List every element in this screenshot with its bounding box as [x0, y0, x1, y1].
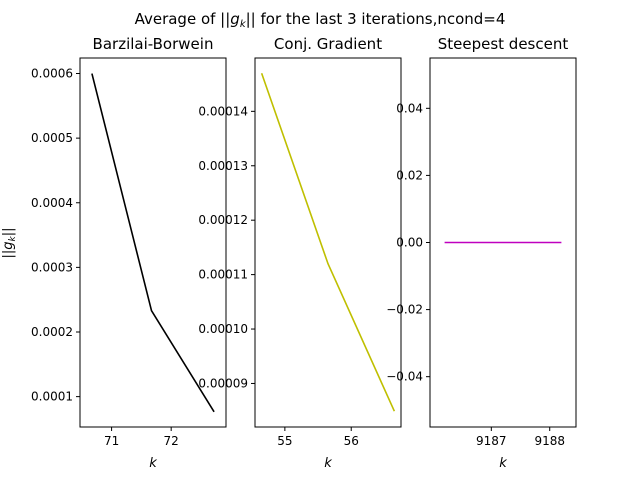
y-tick-label: 0.0003 — [31, 260, 73, 274]
x-axis-label: k — [499, 456, 507, 471]
x-axis-label: k — [149, 456, 157, 471]
y-tick-label: −0.04 — [386, 370, 423, 384]
subplot-title: Barzilai-Borwein — [93, 35, 214, 53]
y-tick-label: 0.0006 — [31, 67, 73, 81]
x-tick-label: 72 — [164, 434, 179, 448]
y-axis-label: ||gk|| — [1, 227, 18, 258]
x-tick-label: 71 — [104, 434, 119, 448]
subplot-3: Steepest descent 9187 9188 −0.04 −0.02 0.00 0.… — [386, 35, 577, 471]
y-tick-label: 0.0005 — [31, 131, 73, 145]
y-tick-label: 0.00012 — [198, 213, 248, 227]
y-tick-label: 0.00014 — [198, 104, 248, 118]
axes-frame — [79, 57, 227, 428]
y-tick-label: 0.0002 — [31, 325, 73, 339]
axes-frame — [254, 57, 402, 428]
subplot-title: Steepest descent — [438, 35, 569, 53]
y-tick-label: 0.00 — [396, 236, 423, 250]
y-tick-label: 0.00009 — [198, 376, 248, 390]
y-tick-label: 0.0001 — [31, 390, 73, 404]
x-tick-label: 9187 — [476, 434, 507, 448]
y-tick-label: 0.00011 — [198, 268, 248, 282]
subplot-2: Conj. Gradient 55 56 0.00009 0.00010 0.00011 0… — [198, 35, 402, 471]
x-tick-label: 9188 — [534, 434, 565, 448]
y-tick-label: 0.0004 — [31, 196, 73, 210]
x-tick-label: 56 — [344, 434, 359, 448]
series-line-1 — [91, 73, 215, 413]
x-tick-label: 55 — [277, 434, 292, 448]
y-tick-label: −0.02 — [386, 303, 423, 317]
y-tick-label: 0.04 — [396, 101, 423, 115]
y-tick-label: 0.00013 — [198, 159, 248, 173]
subplot-title: Conj. Gradient — [274, 35, 382, 53]
subplot-1: Barzilai-Borwein 71 72 0.0001 0.0002 0.0003 0.… — [31, 35, 227, 471]
figure-title: Average of ||gk|| for the last 3 iterati… — [135, 10, 506, 30]
series-line-2 — [260, 72, 396, 412]
x-axis-label: k — [324, 456, 332, 471]
y-tick-label: 0.02 — [396, 168, 423, 182]
y-tick-label: 0.00010 — [198, 322, 248, 336]
